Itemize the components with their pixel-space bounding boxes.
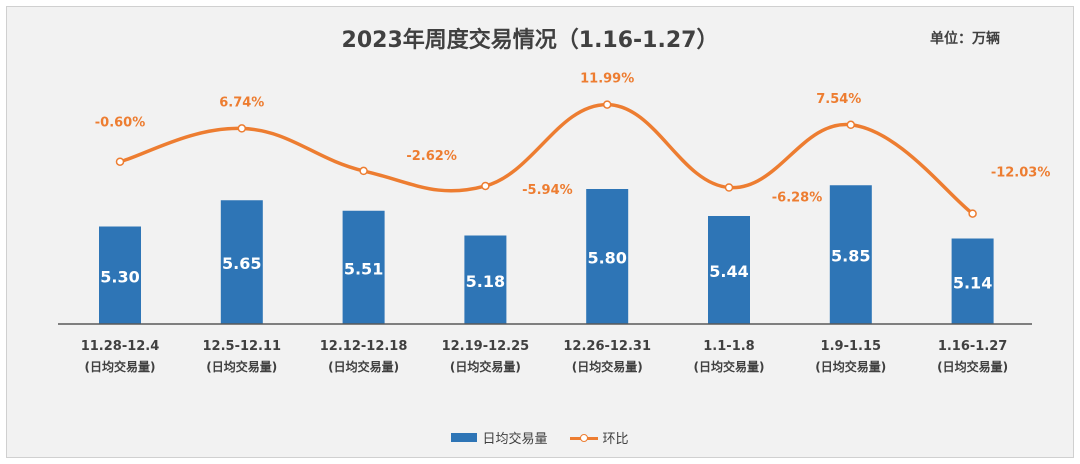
legend-bar-swatch [451,433,478,442]
x-tick-sublabel: (日均交易量) [815,359,886,374]
line-value-label: 7.54% [816,92,861,107]
chart-frame [6,6,1074,458]
x-tick-sublabel: (日均交易量) [206,359,277,374]
x-tick-label: 12.5-12.11 [203,339,282,354]
line-point [724,183,734,192]
bar-value-label: 5.65 [222,254,261,273]
x-tick-sublabel: (日均交易量) [85,359,156,374]
line-point [237,124,247,133]
x-tick-label: 12.12-12.18 [320,339,408,354]
x-tick-label: 1.16-1.27 [938,339,1008,354]
x-tick-sublabel: (日均交易量) [572,359,643,374]
legend-line-label: 环比 [602,432,629,447]
unit-label: 单位：万辆 [930,31,1000,47]
x-tick-sublabel: (日均交易量) [694,359,765,374]
chart-title: 2023年周度交易情况（1.16-1.27） [341,28,719,53]
bar [829,185,872,324]
bar [220,200,263,324]
bar-value-label: 5.14 [953,273,992,292]
legend-bar-label: 日均交易量 [482,432,548,447]
bar-value-label: 5.85 [831,247,870,266]
legend-item-line[interactable]: 环比 [569,428,629,447]
line-value-label: -5.94% [522,183,573,198]
line-point [359,166,368,176]
bar [708,216,750,324]
line-value-label: -6.28% [772,191,823,206]
line-value-label: 11.99% [580,72,634,87]
bar-value-label: 5.51 [344,259,383,278]
legend-line-swatch [569,433,598,443]
legend-item-bar[interactable]: 日均交易量 [451,428,548,447]
x-tick-sublabel: (日均交易量) [937,359,1008,374]
bar [951,238,994,324]
bar [342,210,385,324]
bar [464,235,507,324]
line-value-label: -2.62% [406,149,457,164]
x-tick-label: 11.28-12.4 [81,339,160,354]
legend: 日均交易量 环比 [0,428,1080,447]
bar-value-label: 5.80 [587,249,626,268]
x-tick-sublabel: (日均交易量) [450,359,521,374]
line-point [602,100,612,109]
x-tick-label: 1.9-1.15 [821,339,882,354]
bar [99,226,141,324]
line-point [481,181,490,191]
bar [586,189,629,324]
bar-value-label: 5.18 [466,272,505,291]
x-tick-sublabel: (日均交易量) [328,359,399,374]
x-tick-label: 12.26-12.31 [563,339,651,354]
x-tick-label: 1.1-1.8 [703,339,754,354]
line-point [846,120,856,130]
line-value-label: -0.60% [95,116,146,131]
line-value-label: 6.74% [219,95,264,110]
line-point [115,157,125,166]
line-value-label: -12.03% [991,166,1051,181]
line-point [968,209,977,218]
mom-line [119,102,974,216]
x-tick-label: 12.19-12.25 [442,339,530,354]
bar-value-label: 5.30 [100,267,139,286]
bar-value-label: 5.44 [709,262,748,281]
